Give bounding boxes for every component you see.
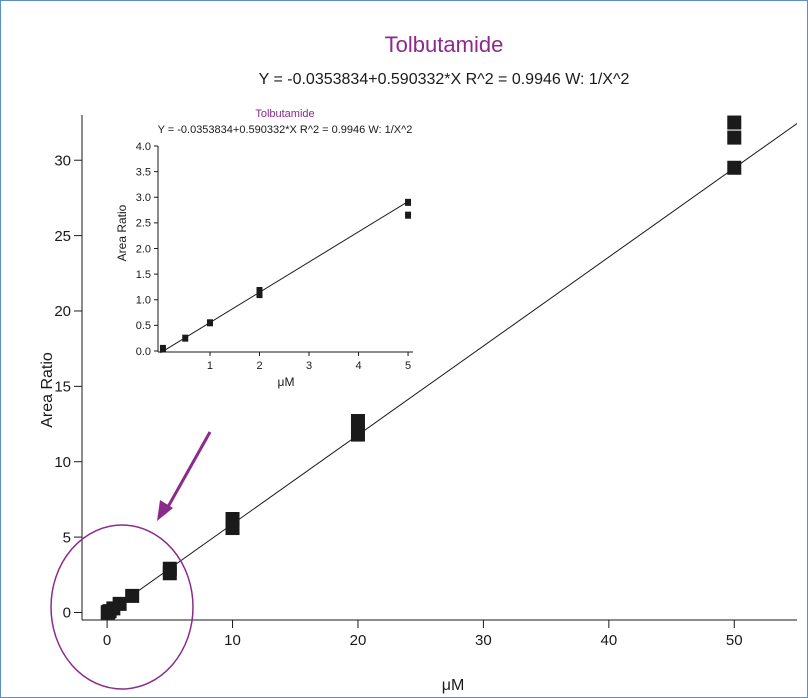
- data-point: [727, 115, 742, 130]
- arrow-head: [157, 500, 173, 521]
- data-point: [225, 512, 240, 526]
- data-point: [350, 414, 365, 429]
- inset-axes: 0.0 0.5 1.0 1.5 2.0 2.5 3.0 3.5 4.0 1 2 3 4 5: [136, 141, 413, 372]
- inset-y-tick-label: 1.5: [136, 269, 151, 281]
- inset-data-point: [405, 198, 412, 206]
- inset-y-tick-label: 0.5: [136, 320, 151, 332]
- inset-y-tick-label: 2.5: [136, 218, 151, 230]
- inset-title: Tolbutamide: [255, 108, 314, 120]
- inset-y-axis-label: Area Ratio: [115, 204, 129, 261]
- data-point: [350, 427, 365, 442]
- inset-data-point: [182, 334, 189, 342]
- inset-regression-line: [160, 201, 409, 354]
- y-tick-label: 25: [54, 228, 71, 245]
- y-tick-label: 0: [63, 605, 71, 622]
- inset-data-point: [256, 291, 263, 299]
- data-point: [727, 130, 742, 145]
- inset-x-tick-label: 3: [306, 360, 312, 372]
- inset-data-point: [206, 319, 213, 327]
- main-fit-line: [106, 123, 798, 614]
- x-tick-label: 0: [103, 632, 111, 649]
- chart-subtitle: Y = -0.0353834+0.590332*X R^2 = 0.9946 W…: [259, 71, 630, 88]
- x-axis-label: μM: [442, 677, 465, 694]
- inset-data-point: [159, 344, 166, 352]
- inset-y-tick-label: 2.0: [136, 243, 151, 255]
- data-point: [727, 160, 742, 175]
- x-tick-label: 10: [224, 632, 241, 649]
- y-tick-label: 15: [54, 379, 71, 396]
- inset-data-point: [256, 287, 263, 295]
- y-axis-label: Area Ratio: [39, 352, 56, 428]
- inset-x-tick-label: 5: [405, 360, 411, 372]
- data-point: [125, 588, 140, 603]
- inset-x-tick-label: 1: [207, 360, 213, 372]
- data-point: [162, 561, 177, 576]
- arrow-shaft: [162, 431, 212, 515]
- chart-title: Tolbutamide: [385, 32, 504, 57]
- zoom-region-circle: [50, 524, 194, 690]
- data-point: [112, 596, 127, 611]
- inset-subtitle: Y = -0.0353834+0.590332*X R^2 = 0.9946 W…: [158, 124, 413, 136]
- x-tick-label: 20: [350, 632, 367, 649]
- inset-y-tick-label: 4.0: [136, 141, 151, 153]
- inset-y-tick-label: 3.0: [136, 192, 151, 204]
- y-tick-label: 20: [54, 303, 71, 320]
- inset-x-tick-label: 4: [355, 360, 361, 372]
- inset-data-point: [405, 211, 412, 219]
- x-tick-label: 40: [600, 632, 617, 649]
- inset-y-tick-label: 3.5: [136, 166, 151, 178]
- inset-x-axis-label: μM: [278, 375, 295, 389]
- inset-x-tick-label: 2: [256, 360, 262, 372]
- y-tick-label: 10: [54, 454, 71, 471]
- inset-points: [159, 198, 412, 352]
- zoom-arrow: [157, 431, 212, 521]
- inset-y-tick-label: 0.0: [136, 346, 151, 358]
- inset-fit-line: [160, 201, 409, 354]
- x-tick-label: 50: [726, 632, 743, 649]
- x-tick-label: 30: [475, 632, 492, 649]
- y-tick-label: 5: [63, 529, 71, 546]
- inset-y-tick-label: 1.0: [136, 295, 151, 307]
- main-points: [100, 115, 742, 620]
- regression-line: [106, 123, 798, 614]
- y-tick-label: 30: [54, 152, 71, 169]
